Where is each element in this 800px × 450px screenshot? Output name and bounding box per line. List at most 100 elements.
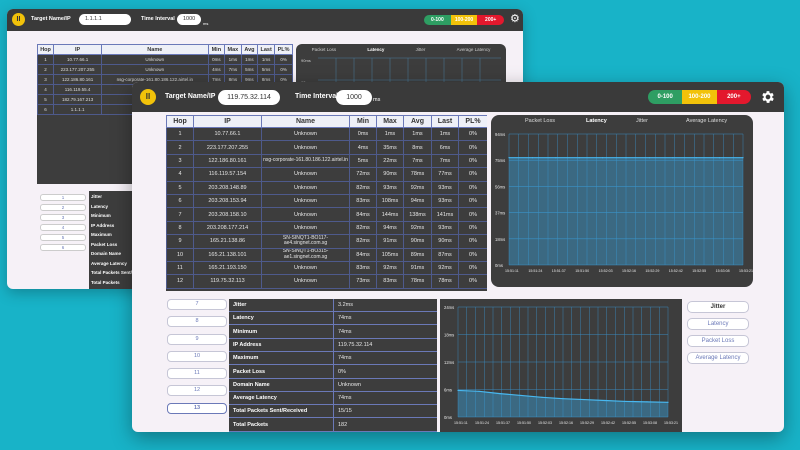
hop-button[interactable]: 10 [167,350,227,362]
column-header[interactable]: Max [376,115,404,128]
stat-label: Total Packets [233,421,269,428]
bg-legend-bad: 200+ [477,15,504,25]
bg-hop-button[interactable]: 4 [40,224,86,231]
table-cell: Unknown [261,207,350,222]
column-header[interactable]: PL% [458,115,487,128]
table-row[interactable]: 4 116.119.57.154 Unknown 72ms 90ms 78ms 77ms 0% [166,167,487,182]
stat-label: Jitter [233,302,247,308]
gear-icon[interactable] [760,89,776,105]
bg-tab-packet-loss[interactable]: Packet Loss [311,47,337,52]
bg-interval-label: Time Interval [141,16,175,22]
bg-pause-button[interactable]: II [12,13,25,26]
table-row[interactable]: 6 203.208.153.94 Unknown 83ms 108ms 94ms 93ms 0… [166,193,487,209]
stat-label: Minimum [233,328,258,335]
table-cell: 7ms [403,153,432,169]
table-cell: 1ms [403,126,432,142]
interval-unit: ms [373,97,381,103]
hop-button[interactable]: 7 [167,299,227,310]
table-cell: 119.75.32.113 [193,274,262,289]
data-point [578,157,580,159]
bg-tab-latency[interactable]: Latency [367,47,385,52]
tab-latency[interactable]: Latency [586,118,607,124]
bg-table-cell: Unknown [101,64,209,75]
table-cell: 11 [166,260,194,276]
bg-table-cell: Unknown [101,54,209,65]
table-cell: 83ms [376,274,404,289]
bg-hop-button[interactable]: 3 [40,214,86,221]
table-cell: 0% [458,167,487,182]
table-cell: 83ms [349,193,377,209]
bg-interval-unit: ms [203,21,209,26]
pause-button[interactable]: II [140,89,156,105]
column-header[interactable]: Hop [166,115,194,128]
x-tick-label: 15:53:08 [643,421,657,425]
bg-gear-icon[interactable]: ⚙ [510,13,520,25]
table-cell: 0ms [349,126,377,142]
bg-table-cell: 116.119.55.4 [53,84,103,95]
toolbar: II Target Name/IP Time Interval ms 0-100… [132,82,784,112]
column-header[interactable]: Min [349,115,377,128]
bg-hop-button[interactable]: 2 [40,204,86,211]
table-cell: 78ms [431,274,459,289]
bg-column-header: Max [224,44,242,55]
bg-table-cell: 122.186.80.161 [53,74,103,85]
bg-target-input[interactable]: 1.1.1.1 [79,14,131,25]
metric-packet-loss-button[interactable]: Packet Loss [687,335,749,347]
x-tick-label: 15:51:24 [528,269,542,273]
table-row[interactable]: 10 165.21.138.101 SN-SINQT1-BO315-ae1.sing… [166,247,487,262]
bg-table-cell: 4 [36,84,55,95]
table-row[interactable]: 12 119.75.32.113 Unknown 73ms 83ms 78ms 78ms 0% [166,274,487,289]
bg-interval-input[interactable]: 1000 [177,14,201,25]
table-row[interactable]: 11 165.21.193.150 Unknown 83ms 92ms 91ms 92ms 0… [166,260,487,276]
table-cell: Unknown [261,193,350,209]
table-cell: 1ms [376,126,404,142]
jitter-chart-panel: 24ms 18ms 12ms 6ms 0ms 15:51:11 15:51:24 15:51:… [440,299,682,432]
target-input[interactable] [218,90,280,105]
table-cell: SN-SINQT1-BO315-ae1.singnet.com.sg [261,247,350,262]
column-header[interactable]: Last [431,115,459,128]
table-row[interactable]: 3 122.186.80.161 nsg-corporate-161.80.186.… [166,153,487,169]
table-cell: 5 [166,180,194,195]
table-row[interactable]: 9 165.21.138.86 SN-SINQT1-BO117-ae4.singne… [166,234,487,249]
metric-jitter-button[interactable]: Jitter [687,301,749,313]
hop-button[interactable]: 9 [167,333,227,345]
table-cell: 73ms [349,274,377,289]
column-header[interactable]: IP [193,115,262,128]
bg-tab-average-latency[interactable]: Average Latency [456,47,491,52]
tab-jitter[interactable]: Jitter [636,118,648,124]
tab-packet-loss[interactable]: Packet Loss [525,118,555,124]
metric-latency-button[interactable]: Latency [687,318,749,330]
x-tick-label: 15:51:50 [517,421,531,425]
table-cell: 87ms [431,247,459,262]
column-header[interactable]: Avg [403,115,432,128]
bg-hop-button[interactable]: 5 [40,234,86,241]
bg-tab-jitter[interactable]: Jitter [415,47,426,52]
bg-hop-button[interactable]: 1 [40,194,86,201]
hop-button[interactable]: 8 [167,316,227,328]
table-cell: 84ms [349,207,377,222]
data-point [478,390,480,392]
interval-input[interactable] [336,90,372,105]
table-cell: 8 [166,220,194,236]
table-row[interactable]: 5 203.208.148.89 Unknown 82ms 93ms 92ms 93ms 0% [166,180,487,195]
table-row[interactable]: 7 203.208.158.10 Unknown 84ms 144ms 138ms 141m… [166,207,487,222]
bg-table-cell: 1ms [224,54,242,65]
bg-table-cell: 182.79.167.213 [53,94,103,105]
series-area [509,157,743,265]
stats-row: Maximum 74ms [229,352,437,366]
x-tick-label: 15:51:37 [552,269,566,273]
bg-table-cell: 3 [36,74,55,85]
tab-average-latency[interactable]: Average Latency [686,118,728,124]
bg-table-cell: 223.177.207.255 [53,64,103,75]
hop-button[interactable]: 12 [167,385,227,397]
metric-average-latency-button[interactable]: Average Latency [687,352,749,364]
table-cell: 9 [166,234,194,249]
table-row[interactable]: 8 203.208.177.214 Unknown 82ms 94ms 92ms 93ms 0… [166,220,487,236]
hop-button[interactable]: 13 [167,402,227,414]
column-header[interactable]: Name [261,115,350,128]
hop-button[interactable]: 11 [167,368,227,380]
table-row[interactable]: 1 10.77.66.1 Unknown 0ms 1ms 1ms 1ms 0% [166,126,487,142]
bg-table-cell: 0% [274,54,293,65]
table-row[interactable]: 2 223.177.207.255 Unknown 4ms 35ms 8ms 6ms 0% [166,140,487,155]
bg-hop-button[interactable]: 6 [40,244,86,251]
